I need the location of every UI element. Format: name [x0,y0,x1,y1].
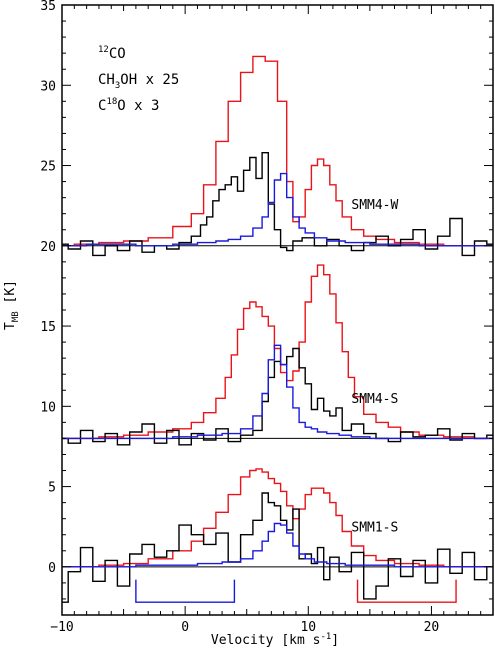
series-smm4-w-2 [62,172,493,247]
x-tick-label: 20 [424,620,440,635]
legend-12co-text: CO [109,46,126,62]
spectrum-label-smm1-s: SMM1-S [351,521,398,536]
legend-c18o: C18O x 3 [98,97,159,114]
y-axis-title: TMB [K] [3,280,21,330]
legend-c18o-pre: C [98,98,106,114]
legend-ch3oh-pre: CH [98,72,115,88]
spectrum-smm4-s: SMM4-S [62,264,493,446]
y-axis-title-sub: MB [11,311,21,322]
y-tick-label: 0 [48,561,56,576]
series-smm4-s-0 [62,264,493,440]
y-tick-label: 15 [40,320,56,335]
y-tick-label: 25 [40,160,56,175]
spectra-layer: SMM4-W SMM4-S SMM1-S [62,55,493,603]
y-tick-label: 20 [40,240,56,255]
spectrum-smm1-s: SMM1-S [62,468,493,603]
legend-ch3oh-text: OH x 25 [120,72,179,88]
y-tick-label: 30 [40,79,56,94]
x-tick-label: −10 [50,620,73,635]
series-smm4-w-1 [62,152,493,257]
legend: 12CO CH3OH x 25 C18O x 3 [98,45,179,114]
integration-range-layer [135,579,457,603]
red-range [356,579,457,603]
series-smm4-w-0 [62,55,493,247]
legend-c18o-sup: 18 [106,97,117,107]
series-smm1-s-0 [62,468,493,568]
y-tick-label: 35 [40,0,56,14]
x-tick-label: 0 [181,620,189,635]
series-smm1-s-1 [62,492,493,603]
x-axis-title: Velocity [km s-1] [211,632,339,648]
legend-ch3oh: CH3OH x 25 [98,72,179,91]
spectrum-smm4-w: SMM4-W [62,55,493,257]
y-tick-label: 5 [48,481,56,496]
legend-ch3oh-sub: 3 [115,81,120,91]
series-smm4-s-2 [62,344,493,440]
y-tick-label: 10 [40,400,56,415]
x-axis-title-main: Velocity [km s [211,633,321,648]
legend-12co-sup: 12 [98,45,109,55]
blue-range [135,579,236,603]
spectrum-label-smm4-s: SMM4-S [351,392,398,407]
series-smm4-s-1 [62,347,493,446]
y-axis-title-end: [K] [3,280,18,311]
y-axis-title-main: T [3,322,18,330]
x-axis-title-sup: -1 [320,632,331,642]
axis-ticks: −10 0 10 20 0 5 10 15 20 25 30 35 [40,0,494,635]
spectrum-label-smm4-w: SMM4-W [351,198,398,213]
legend-12co: 12CO [98,45,126,62]
legend-c18o-text: O x 3 [117,98,159,114]
series-smm1-s-2 [62,522,493,568]
x-tick-label: 10 [300,620,316,635]
x-axis-title-end: ] [331,633,339,648]
